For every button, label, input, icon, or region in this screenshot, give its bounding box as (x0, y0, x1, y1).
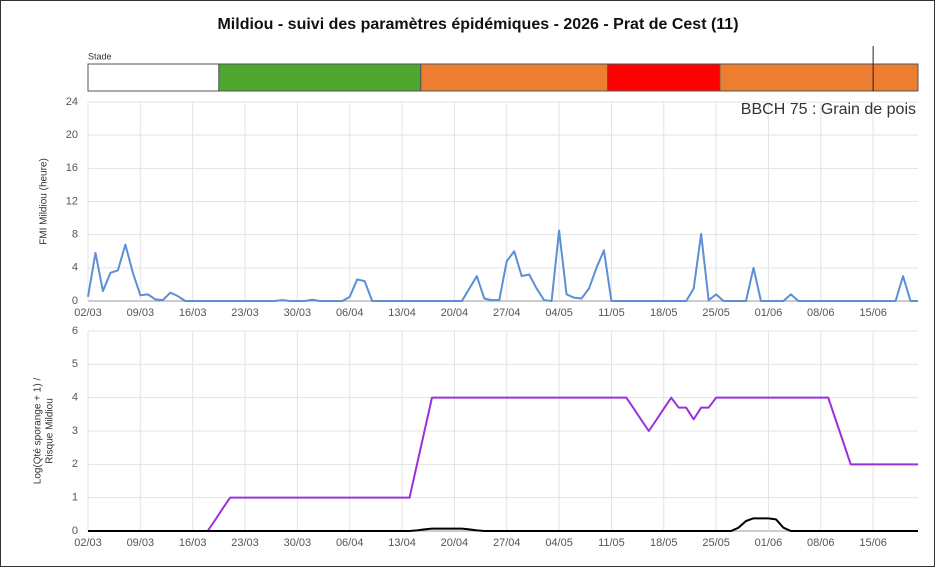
y-tick-label: 5 (72, 358, 78, 370)
stage-label: Stade (88, 51, 112, 61)
x-tick-label: 02/03 (74, 537, 102, 549)
x-tick-label: 02/03 (74, 307, 102, 319)
stage-segment (719, 63, 919, 92)
x-tick-label: 16/03 (179, 307, 207, 319)
x-tick-label: 30/03 (284, 307, 312, 319)
y-tick-label: 20 (66, 129, 78, 141)
x-tick-label: 06/04 (336, 537, 364, 549)
x-tick-label: 27/04 (493, 307, 521, 319)
x-tick-label: 23/03 (231, 537, 259, 549)
x-tick-label: 16/03 (179, 537, 207, 549)
x-tick-label: 25/05 (702, 307, 730, 319)
y-tick-label: 1 (72, 492, 78, 504)
x-tick-label: 18/05 (650, 537, 678, 549)
y-tick-label: 0 (72, 295, 78, 307)
x-tick-label: 09/03 (127, 307, 155, 319)
x-tick-label: 01/06 (755, 537, 783, 549)
x-tick-label: 20/04 (441, 537, 469, 549)
x-tick-label: 18/05 (650, 307, 678, 319)
y-tick-label: 8 (72, 229, 78, 241)
x-tick-label: 13/04 (388, 537, 416, 549)
x-tick-label: 11/05 (598, 307, 625, 319)
series-line (87, 229, 918, 302)
y-tick-label: 0 (72, 525, 78, 537)
x-tick-label: 27/04 (493, 537, 521, 549)
x-tick-label: 15/06 (859, 307, 887, 319)
x-tick-label: 30/03 (284, 537, 312, 549)
x-tick-label: 09/03 (127, 537, 155, 549)
x-tick-label: 04/05 (545, 307, 573, 319)
x-tick-label: 08/06 (807, 307, 835, 319)
x-tick-label: 20/04 (441, 307, 469, 319)
annotation: BBCH 75 : Grain de pois (741, 101, 916, 118)
x-tick-label: 23/03 (231, 307, 259, 319)
y-axis-label: FMI Mildiou (heure) (39, 158, 50, 245)
y-tick-label: 12 (66, 195, 78, 207)
y-tick-label: 2 (72, 458, 78, 470)
stage-segment (218, 63, 422, 92)
x-tick-label: 01/06 (755, 307, 783, 319)
y-tick-label: 4 (72, 262, 78, 274)
y-tick-label: 16 (66, 162, 78, 174)
x-tick-label: 11/05 (598, 537, 625, 549)
y-tick-label: 24 (66, 96, 78, 108)
x-tick-label: 04/05 (545, 537, 573, 549)
series-line (88, 517, 918, 532)
y-tick-label: 3 (72, 425, 78, 437)
x-tick-label: 08/06 (807, 537, 835, 549)
x-tick-label: 06/04 (336, 307, 364, 319)
stage-segment (87, 63, 220, 92)
x-tick-label: 15/06 (859, 537, 887, 549)
y-axis-label: Log(Qté sporange + 1) / (33, 378, 44, 485)
y-axis-label: Risque Mildiou (45, 398, 56, 464)
series-line (88, 396, 918, 532)
x-tick-label: 13/04 (388, 307, 416, 319)
stage-segment (420, 63, 609, 92)
stage-segment (607, 63, 721, 92)
x-tick-label: 25/05 (702, 537, 730, 549)
y-tick-label: 4 (72, 392, 78, 404)
chart-title: Mildiou - suivi des paramètres épidémiqu… (217, 16, 738, 33)
y-tick-label: 6 (72, 325, 78, 337)
